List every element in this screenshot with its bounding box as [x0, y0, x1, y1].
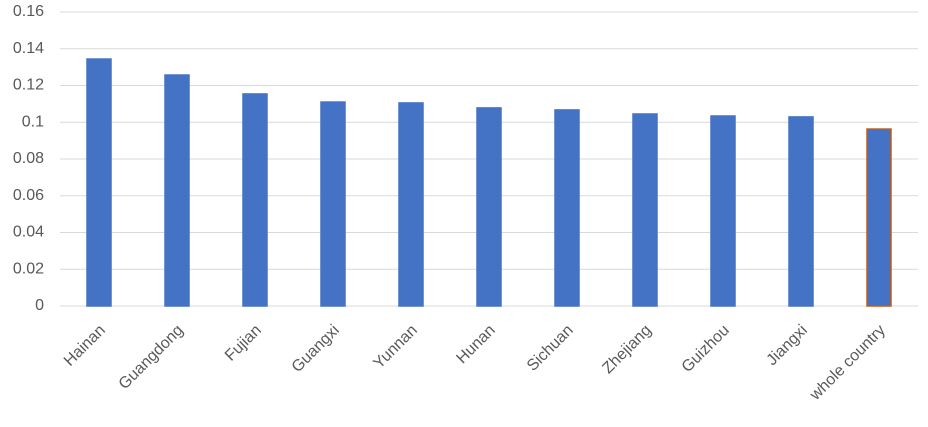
bar — [398, 102, 424, 307]
y-tick-label: 0.08 — [13, 150, 44, 167]
bar — [788, 116, 814, 307]
y-tick-label: 0 — [35, 297, 44, 314]
bar — [866, 128, 892, 307]
y-tick-label: 0.04 — [13, 224, 44, 241]
bar — [86, 58, 112, 307]
bar — [320, 101, 346, 307]
bar — [554, 109, 580, 307]
bar — [710, 115, 736, 307]
y-tick-label: 0.02 — [13, 260, 44, 277]
y-tick-label: 0.06 — [13, 187, 44, 204]
y-tick-label: 0.14 — [13, 40, 44, 57]
y-tick-label: 0.16 — [13, 3, 44, 20]
x-tick-label: whole country — [806, 322, 889, 405]
x-tick-label: Guangxi — [289, 322, 343, 376]
bar — [164, 74, 190, 307]
bar — [242, 93, 268, 307]
x-tick-label: Guangdong — [116, 322, 187, 393]
bar — [632, 113, 658, 307]
x-tick-label: Jiangxi — [764, 322, 811, 369]
y-tick-label: 0.1 — [22, 113, 44, 130]
x-tick-label: Hainan — [61, 322, 109, 370]
bar — [476, 107, 502, 307]
y-tick-label: 0.12 — [13, 77, 44, 94]
x-tick-label: Hunan — [453, 322, 498, 367]
x-tick-label: Zhejiang — [599, 322, 654, 377]
x-tick-label: Fujian — [222, 322, 265, 365]
x-tick-label: Guizhou — [679, 322, 733, 376]
x-tick-label: Sichuan — [524, 322, 577, 375]
x-tick-label: Yunnan — [370, 322, 420, 372]
